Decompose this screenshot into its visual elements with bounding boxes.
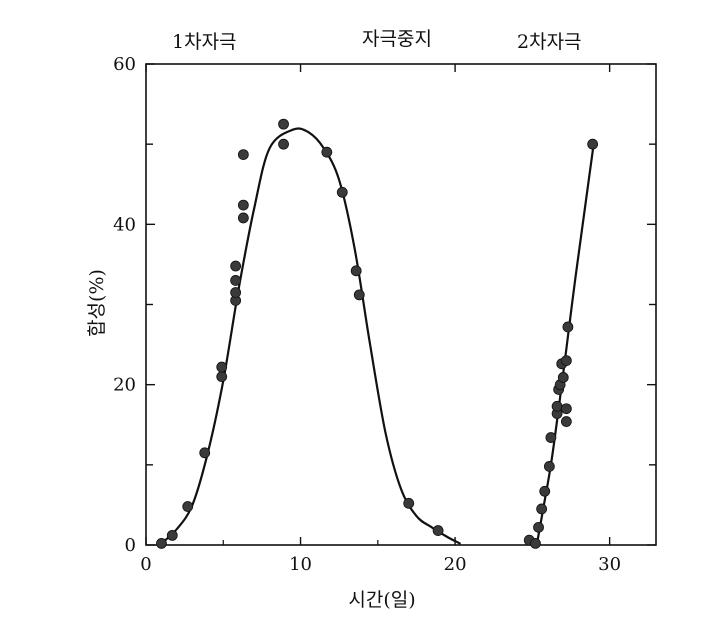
- y-tick-label: 60: [113, 54, 136, 75]
- series-1-point: [230, 275, 242, 286]
- series-2-curve: [535, 139, 596, 545]
- series-2-point: [562, 321, 574, 333]
- y-tick-label: 0: [125, 535, 136, 556]
- series-1-point: [237, 199, 249, 211]
- series-2-point: [543, 461, 555, 472]
- series-1-point: [278, 118, 289, 130]
- annotation-first-stimulus: 1차자극: [172, 31, 237, 53]
- series-1-point: [182, 501, 194, 512]
- annotation-stimulus-stop: 자극중지: [362, 28, 432, 50]
- x-tick-label: 20: [444, 554, 467, 575]
- series-1-point: [321, 146, 333, 158]
- axes: 0 10 20 30 0 20 40 60: [113, 54, 657, 575]
- series-2-point: [551, 400, 563, 412]
- series-2-point: [545, 432, 557, 443]
- series-2-point: [557, 372, 569, 383]
- series-1-point: [216, 371, 228, 383]
- series-2-point: [533, 521, 544, 533]
- series-2-point: [560, 355, 572, 367]
- series-2-point: [536, 503, 548, 515]
- series-1-point: [166, 529, 178, 541]
- series-1-point: [216, 361, 228, 373]
- annotation-second-stimulus: 2차자극: [517, 31, 582, 53]
- series-1-point: [278, 138, 289, 150]
- curves: [160, 127, 596, 545]
- series-1-point: [230, 287, 242, 298]
- series-1-point: [199, 447, 211, 459]
- series-1-point: [156, 537, 167, 549]
- series-2-point: [587, 138, 599, 150]
- series-1-point: [237, 149, 249, 160]
- data-points: [156, 118, 599, 549]
- x-tick-label: 30: [598, 554, 621, 575]
- series-2-point: [530, 537, 541, 549]
- series-2-point: [560, 416, 572, 427]
- series-2-point: [539, 485, 551, 497]
- series-1-point: [237, 212, 249, 224]
- x-tick-label: 0: [140, 554, 151, 575]
- series-1-curve: [160, 127, 461, 545]
- x-tick-label: 10: [289, 554, 312, 575]
- series-2-point: [560, 403, 572, 415]
- labels: 1차자극 자극중지 2차자극 시간(일) 합성(%): [86, 28, 582, 611]
- series-1-point: [432, 525, 444, 536]
- series-1-point: [336, 186, 348, 198]
- series-1-point: [230, 260, 242, 272]
- series-1-point: [350, 265, 362, 277]
- plot-frame: [145, 63, 657, 546]
- series-1-point: [353, 289, 365, 301]
- series-1-point: [403, 497, 415, 509]
- x-axis-label: 시간(일): [348, 589, 415, 611]
- y-tick-label: 40: [113, 214, 136, 235]
- y-axis-label: 합성(%): [86, 269, 108, 337]
- y-tick-label: 20: [113, 375, 136, 396]
